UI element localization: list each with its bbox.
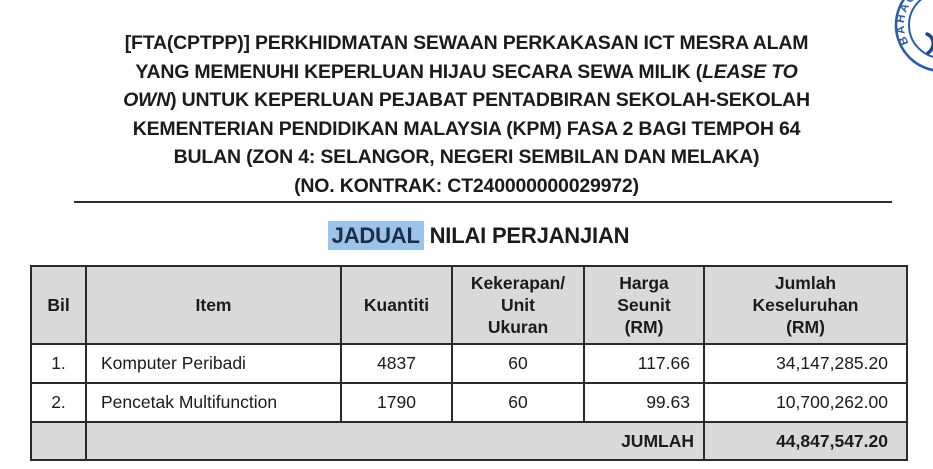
title-underline [74,201,892,203]
stamp-inner-ring [908,0,933,58]
cell-jumlah-keseluruhan: 10,700,262.00 [703,382,908,423]
col-header-kekerapan: Kekerapan/ Unit Ukuran [451,265,585,345]
cell-item: Komputer Peribadi [85,343,342,384]
cell-bil: 2. [30,382,87,423]
col-header-harga-seunit: Harga Seunit (RM) [583,265,705,345]
table-total-row: JUMLAH 44,847,547.20 [30,421,908,461]
table-row: 2. Pencetak Multifunction 1790 60 99.63 … [30,382,908,423]
table-header-row: Bil Item Kuantiti Kekerapan/ Unit Ukuran… [30,265,908,345]
col-header-item: Item [85,265,342,345]
agreement-value-table: Bil Item Kuantiti Kekerapan/ Unit Ukuran… [30,265,908,461]
search-highlight-jadual: JADUAL [327,221,424,250]
cell-jumlah-keseluruhan: 34,147,285.20 [703,343,908,384]
contract-title: [FTA(CPTPP)] PERKHIDMATAN SEWAAN PERKAKA… [26,29,908,200]
title-line-6: (NO. KONTRAK: CT240000000029972) [294,174,639,197]
col-header-jumlah-keseluruhan: Jumlah Keseluruhan (RM) [703,265,908,345]
total-value-cell: 44,847,547.20 [703,421,908,461]
section-heading: JADUAL NILAI PERJANJIAN [12,221,933,250]
cell-item: Pencetak Multifunction [85,382,342,423]
round-stamp: BAHAGIA [894,0,933,72]
title-line-1: [FTA(CPTPP)] PERKHIDMATAN SEWAAN PERKAKA… [124,32,809,54]
cell-bil: 1. [30,343,87,384]
cell-harga-seunit: 117.66 [583,343,705,384]
stamp-outer-ring [894,0,933,72]
title-line-4: KEMENTERIAN PENDIDIKAN MALAYSIA (KPM) FA… [132,117,801,140]
title-line-2: YANG MEMENUHI KEPERLUAN HIJAU SECARA SEW… [135,60,798,83]
section-heading-rest: NILAI PERJANJIAN [423,223,630,248]
cell-kekerapan: 60 [451,382,585,423]
italic-lease-to: LEASE TO [702,60,798,83]
cell-harga-seunit: 99.63 [583,382,705,423]
col-header-kuantiti: Kuantiti [340,265,453,345]
table-row: 1. Komputer Peribadi 4837 60 117.66 34,1… [30,343,908,384]
stamp-inner-glyph-fragment [925,32,933,55]
col-header-bil: Bil [30,265,87,345]
total-label-cell: JUMLAH [85,421,705,461]
title-line-3: OWN) UNTUK KEPERLUAN PEJABAT PENTADBIRAN… [123,89,810,111]
italic-own: OWN [123,89,171,111]
cell-kekerapan: 60 [451,343,585,384]
cell-kuantiti: 1790 [340,382,453,423]
title-line-5: BULAN (ZON 4: SELANGOR, NEGERI SEMBILAN … [173,146,760,168]
footer-empty-cell [30,421,87,461]
cell-kuantiti: 4837 [340,343,453,384]
